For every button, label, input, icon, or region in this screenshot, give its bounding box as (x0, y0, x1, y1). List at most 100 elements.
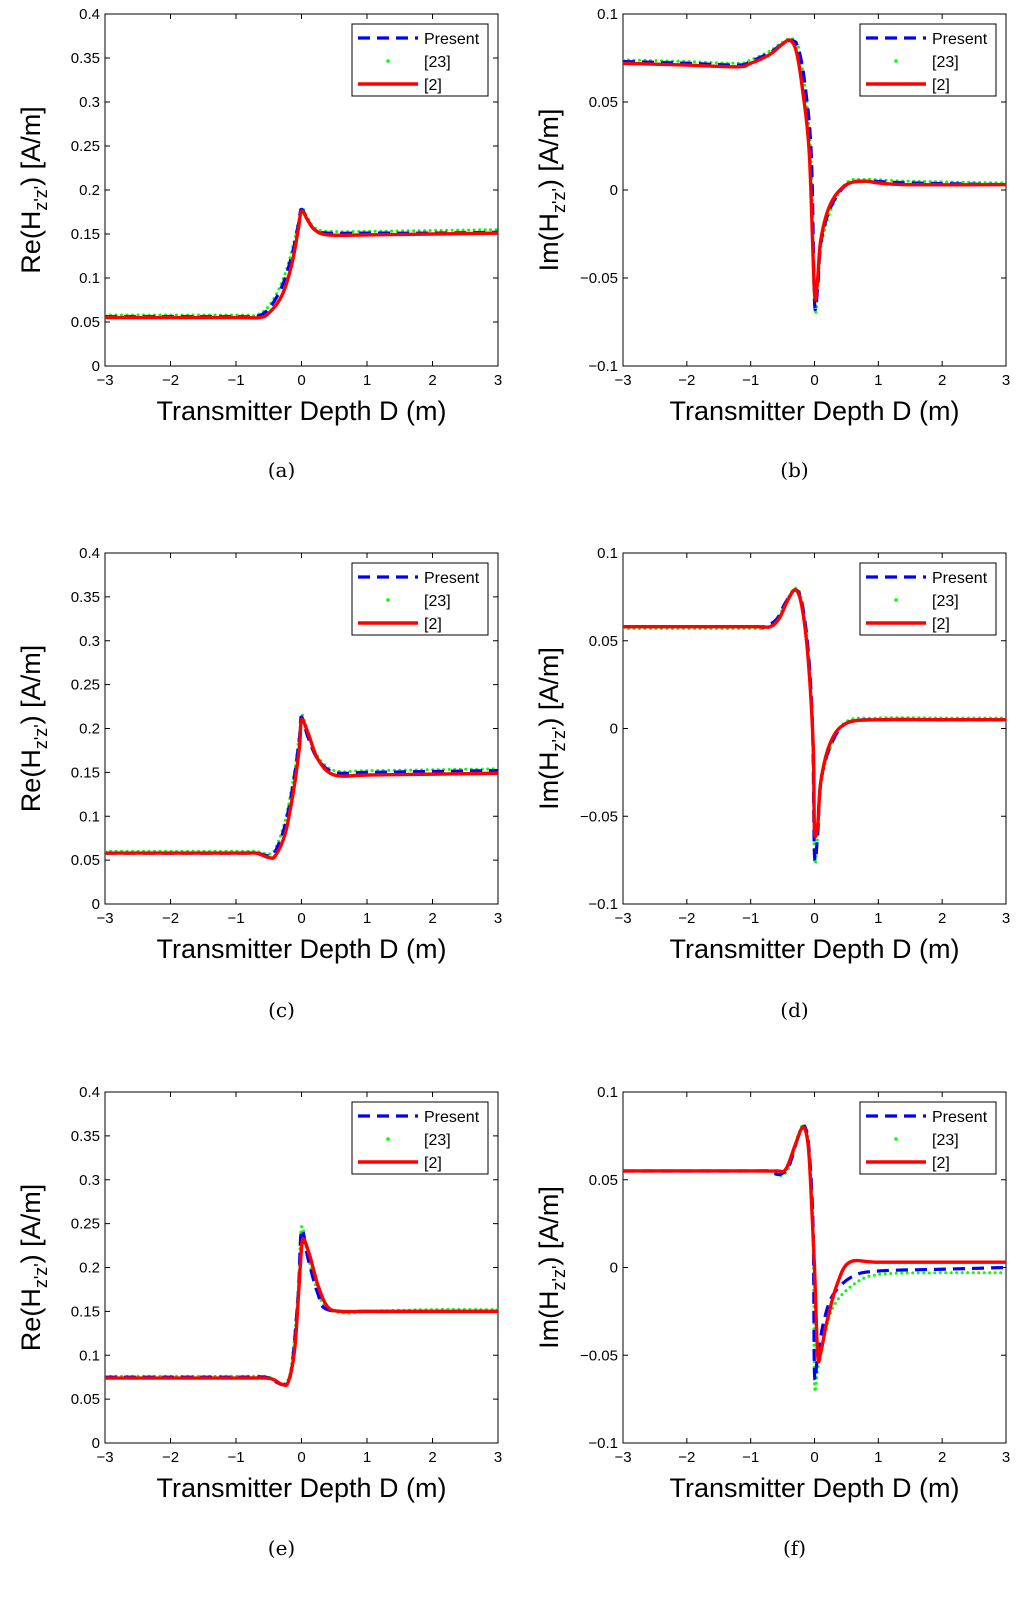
x-tick-label: 3 (494, 1449, 502, 1466)
legend-label: Present (424, 31, 480, 48)
legend-swatch (894, 59, 898, 63)
series-point (836, 1297, 840, 1301)
legend-label: [23] (932, 54, 959, 71)
series-point (464, 767, 468, 771)
series-point (960, 1271, 964, 1275)
y-tick-label: −0.1 (588, 358, 618, 375)
legend: Present [23] [2] (351, 562, 489, 636)
x-axis-label: Transmitter Depth D (m) (156, 934, 446, 964)
series-point (409, 768, 413, 772)
series-point (370, 769, 374, 773)
legend: Present [23] [2] (351, 23, 489, 97)
series-point (425, 768, 429, 772)
subfigure-caption: (c) (268, 998, 295, 1022)
series-point (961, 180, 965, 184)
y-axis-label: Im(Hz'z') [A/m] (534, 1186, 569, 1349)
series-point (390, 229, 394, 233)
y-tick-label: 0.4 (79, 545, 100, 562)
series-point (467, 228, 471, 232)
series-point (275, 292, 278, 296)
subfigure-caption: (f) (783, 1536, 806, 1560)
y-tick-label: 0 (610, 1260, 618, 1277)
series-point (878, 1272, 882, 1276)
plot-area (105, 207, 498, 320)
series-point (905, 1271, 909, 1275)
series-point (890, 179, 894, 182)
series-point (862, 1276, 866, 1280)
legend-swatch (386, 598, 390, 602)
y-tick-label: 0 (610, 182, 618, 199)
x-tick-label: 0 (810, 372, 818, 389)
series-point (814, 1381, 818, 1385)
plot-area (623, 1124, 1006, 1391)
y-tick-label: 0.3 (79, 1172, 100, 1189)
legend-label: Present (932, 570, 988, 587)
y-axis-label: Re(Hz'z') [A/m] (16, 645, 51, 812)
series-point (302, 1229, 305, 1233)
y-axis-label: Re(Hz'z') [A/m] (16, 106, 51, 273)
y-tick-label: −0.05 (580, 1347, 618, 1364)
x-tick-label: 2 (938, 372, 946, 389)
series-point (815, 838, 819, 842)
series-point (348, 769, 352, 773)
plot-area (623, 586, 1006, 864)
series-point (833, 1301, 837, 1305)
series-2-line (623, 588, 1006, 839)
chart-panel-f: −3 −2 −1 0 1 2 3 −0.1 −0.05 0 0.05 0.1 Present [23] [2… (534, 1084, 1010, 1560)
legend-label: Present (424, 570, 480, 587)
x-tick-label: 1 (874, 372, 882, 389)
series-point (351, 230, 355, 233)
chart-panel-b: −3 −2 −1 0 1 2 3 −0.1 −0.05 0 0.05 0.1 Present [23] [2… (534, 6, 1010, 482)
series-point (988, 1271, 992, 1275)
series-point (456, 228, 460, 232)
series-point (693, 60, 696, 64)
x-tick-label: 0 (297, 910, 305, 927)
plot-area (105, 1225, 498, 1388)
x-axis-label: Transmitter Depth D (m) (669, 934, 959, 964)
series-point (434, 228, 438, 232)
x-tick-label: 3 (1002, 372, 1010, 389)
subfigure-caption: (d) (780, 998, 808, 1022)
series-point (277, 287, 281, 291)
y-tick-label: 0.1 (79, 808, 100, 825)
series-point (812, 1327, 816, 1331)
y-tick-label: 0.15 (71, 764, 100, 781)
series-point (197, 313, 200, 317)
x-tick-label: 0 (810, 1449, 818, 1466)
chart-panel-a: −3 −2 −1 0 1 2 3 0 0.05 0.1 0.15 0.2 0.25 0.3 0.35 0.4 P… (16, 6, 502, 482)
subfigure-caption: (a) (268, 458, 296, 482)
legend-box (859, 562, 997, 636)
series-point (999, 1271, 1003, 1275)
series-point (894, 1271, 898, 1275)
series-point (158, 313, 162, 317)
series-2-line (623, 38, 1006, 302)
legend-label: Present (932, 1109, 988, 1126)
legend-label: [23] (424, 1132, 451, 1149)
series-point (971, 1271, 975, 1275)
y-tick-label: 0.1 (597, 545, 618, 562)
x-tick-label: 0 (297, 372, 305, 389)
series-point (977, 1271, 981, 1275)
x-axis-label: Transmitter Depth D (m) (669, 1473, 959, 1503)
x-tick-label: 1 (363, 1449, 371, 1466)
y-tick-label: −0.05 (580, 270, 618, 287)
legend-label: [2] (932, 1155, 950, 1172)
series-point (445, 228, 449, 232)
y-tick-label: 0.35 (71, 50, 100, 67)
series-point (300, 1225, 304, 1229)
x-axis-label: Transmitter Depth D (m) (669, 396, 959, 426)
series-point (489, 228, 493, 232)
legend-label: [23] (932, 1132, 959, 1149)
y-tick-label: 0.4 (79, 6, 100, 23)
x-tick-label: −3 (614, 1449, 631, 1466)
series-point (335, 230, 339, 234)
series-point (266, 306, 269, 310)
y-tick-label: 0.05 (71, 852, 100, 869)
y-tick-label: 0.4 (79, 1084, 100, 1101)
series-point (928, 180, 932, 184)
series-point (916, 1271, 920, 1275)
y-tick-label: 0.05 (71, 314, 100, 331)
series-point (814, 1387, 818, 1391)
series-0-line (105, 207, 498, 319)
legend-label: [23] (932, 593, 959, 610)
